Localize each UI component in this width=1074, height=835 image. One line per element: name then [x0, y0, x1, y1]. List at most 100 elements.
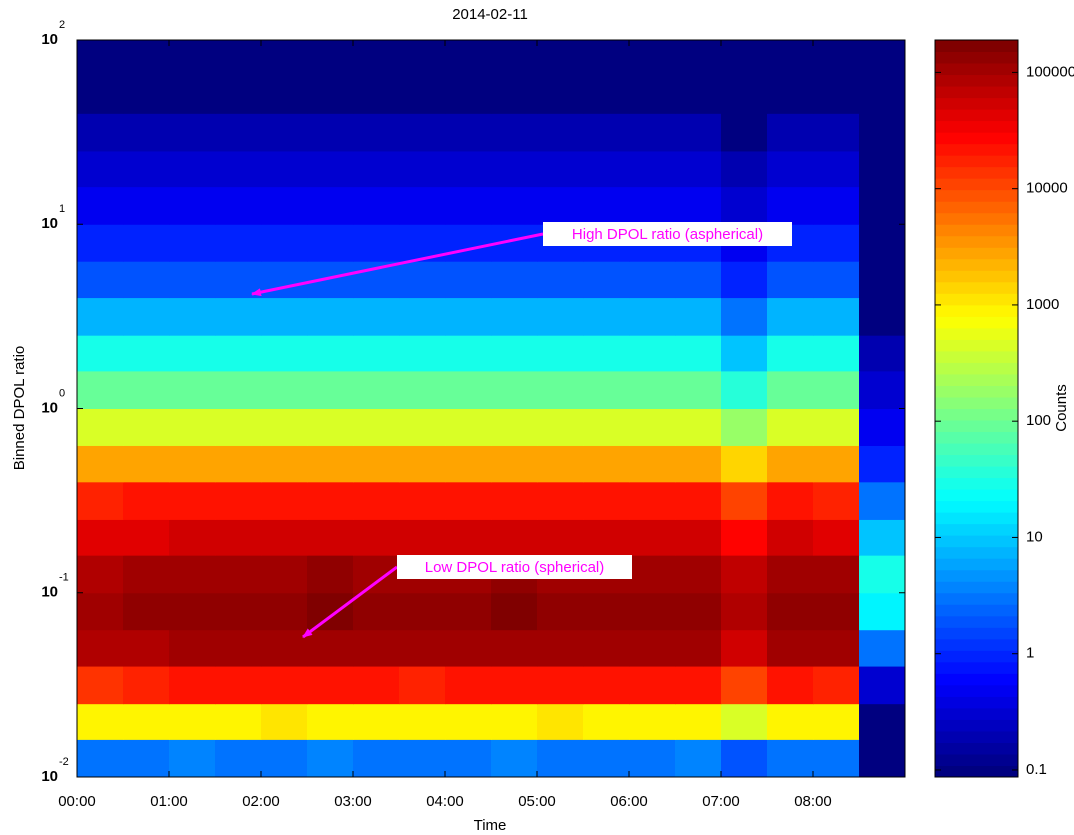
heatmap-cell [721, 261, 768, 299]
heatmap-cell [399, 186, 446, 225]
heatmap-cell [629, 335, 676, 372]
heatmap-cell [169, 703, 216, 740]
heatmap-cell [307, 40, 354, 78]
heatmap-cell [123, 408, 170, 446]
heatmap-cell [77, 629, 124, 667]
heatmap-cell [675, 150, 722, 188]
heatmap-cell [353, 297, 400, 336]
heatmap-cell [169, 481, 216, 520]
heatmap-cell [445, 481, 492, 520]
colorbar-step [935, 362, 1018, 375]
heatmap-cell [123, 445, 170, 483]
heatmap-cell [859, 445, 906, 483]
colorbar-tick-label: 1 [1026, 645, 1034, 662]
heatmap-cell [445, 261, 492, 299]
heatmap-cell [721, 629, 768, 667]
heatmap-cell [629, 76, 676, 114]
heatmap-cell [675, 186, 722, 225]
heatmap-cell [767, 666, 814, 705]
colorbar-step [935, 765, 1018, 778]
heatmap-cell [491, 40, 538, 78]
heatmap-cell [721, 40, 768, 78]
heatmap-cell [767, 370, 814, 409]
heatmap-cell [169, 113, 216, 152]
x-tick-label: 00:00 [58, 793, 96, 810]
heatmap-cell [123, 703, 170, 740]
colorbar-step [935, 51, 1018, 64]
heatmap-cell [399, 40, 446, 78]
heatmap-cell [675, 666, 722, 705]
heatmap-cell [353, 335, 400, 372]
heatmap-cell [215, 150, 262, 188]
heatmap-cell [767, 445, 814, 483]
heatmap-cell [353, 555, 400, 594]
heatmap-cell [859, 703, 906, 740]
colorbar-step [935, 730, 1018, 743]
heatmap-cell [399, 739, 446, 778]
heatmap-cell [261, 519, 308, 556]
heatmap-cell [859, 629, 906, 667]
heatmap-cell [123, 335, 170, 372]
heatmap-cell [537, 739, 584, 778]
x-tick-label: 06:00 [610, 793, 648, 810]
heatmap-cell [583, 703, 630, 740]
heatmap-cell [767, 739, 814, 778]
colorbar-step [935, 166, 1018, 179]
heatmap-cell [583, 335, 630, 372]
heatmap-cell [353, 113, 400, 152]
heatmap-cell [583, 150, 630, 188]
heatmap-cell [215, 739, 262, 778]
heatmap-cell [77, 335, 124, 372]
heatmap-cell [859, 113, 906, 152]
heatmap-cell [215, 76, 262, 114]
heatmap-cell [123, 76, 170, 114]
heatmap-cell [491, 445, 538, 483]
heatmap-cell [583, 261, 630, 299]
colorbar-step [935, 604, 1018, 617]
heatmap-cell [353, 261, 400, 299]
heatmap-cell [307, 629, 354, 667]
heatmap-cell [537, 76, 584, 114]
heatmap-cell [261, 666, 308, 705]
colorbar-step [935, 569, 1018, 582]
heatmap-cell [629, 739, 676, 778]
heatmap-cell [813, 261, 860, 299]
heatmap-cell [215, 370, 262, 409]
heatmap-cell [307, 76, 354, 114]
heatmap-cell [859, 297, 906, 336]
heatmap-cell [583, 592, 630, 631]
colorbar-step [935, 212, 1018, 225]
heatmap-cell [169, 739, 216, 778]
heatmap-cell [353, 76, 400, 114]
heatmap-cell [859, 592, 906, 631]
heatmap-cell [399, 150, 446, 188]
y-axis-label: Binned DPOL ratio [11, 346, 28, 471]
y-tick-label: 10 [41, 399, 58, 416]
y-tick-exponent: 1 [59, 203, 65, 215]
heatmap-cell [307, 519, 354, 556]
heatmap-cell [123, 519, 170, 556]
heatmap-cell [307, 370, 354, 409]
heatmap-cell [629, 519, 676, 556]
heatmap-cell [445, 297, 492, 336]
heatmap-cell [767, 555, 814, 594]
heatmap-cell [261, 113, 308, 152]
heatmap-cell [767, 335, 814, 372]
heatmap-cell [721, 445, 768, 483]
heatmap-cell [169, 629, 216, 667]
heatmap-cell [629, 666, 676, 705]
colorbar-step [935, 143, 1018, 156]
heatmap-cell [445, 739, 492, 778]
heatmap-cell [307, 113, 354, 152]
heatmap-cell [215, 408, 262, 446]
heatmap-cell [261, 629, 308, 667]
annotation-arrow [302, 565, 398, 639]
heatmap-cell [813, 629, 860, 667]
heatmap-cell [307, 739, 354, 778]
heatmap-cell [261, 703, 308, 740]
heatmap-cell [629, 186, 676, 225]
heatmap-cell [215, 555, 262, 594]
annotation-text: Low DPOL ratio (spherical) [425, 559, 605, 576]
heatmap-cell [215, 445, 262, 483]
colorbar-step [935, 189, 1018, 202]
